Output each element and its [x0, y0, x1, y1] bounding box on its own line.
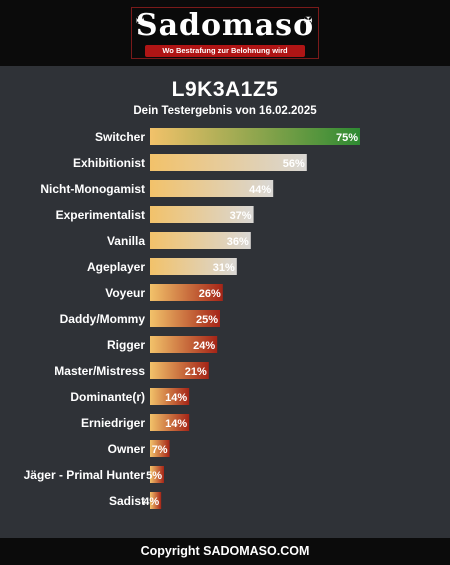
- bar-value-label: 5%: [146, 470, 162, 482]
- category-label: Experimentalist: [56, 208, 145, 222]
- bar: [150, 362, 209, 379]
- logo-text: Sadomaso: [135, 8, 315, 43]
- bar-value-label: 21%: [185, 366, 207, 378]
- bar: [150, 466, 164, 483]
- result-bar-chart: Switcher 75% Exhibitionist 56% Nicht-Monogam…: [24, 128, 360, 509]
- bar-value-label: 24%: [193, 340, 215, 352]
- result-id-title: L9K3A1Z5: [171, 78, 279, 101]
- copyright-text: Copyright SADOMASO.COM: [140, 544, 310, 558]
- header-band: ✠ ✠ Sadomaso Wo Bestrafung zur Belohnung…: [0, 0, 450, 66]
- bar: [150, 414, 190, 431]
- bar-value-label: 44%: [249, 184, 271, 196]
- cross-icon: ✠: [136, 16, 145, 27]
- site-logo[interactable]: ✠ ✠ Sadomaso Wo Bestrafung zur Belohnung…: [131, 7, 319, 59]
- category-label: Jäger - Primal Hunter: [24, 468, 146, 482]
- bar: [150, 206, 254, 223]
- bar: [150, 128, 360, 145]
- bar: [150, 154, 307, 171]
- category-label: Exhibitionist: [73, 156, 145, 170]
- category-label: Switcher: [95, 130, 145, 144]
- bar: [150, 336, 218, 353]
- category-label: Rigger: [107, 338, 145, 352]
- category-label: Dominante(r): [70, 390, 145, 404]
- bar: [150, 258, 237, 275]
- bar-value-label: 36%: [227, 236, 249, 248]
- cross-icon: ✠: [304, 16, 313, 27]
- category-label: Vanilla: [107, 234, 145, 248]
- bar: [150, 284, 223, 301]
- logo-frame: [131, 7, 319, 59]
- bar-value-label: 26%: [199, 288, 221, 300]
- bar: [150, 388, 190, 405]
- bar-value-label: 4%: [143, 496, 159, 508]
- footer: Copyright SADOMASO.COM: [0, 538, 450, 565]
- bar-value-label: 7%: [152, 444, 168, 456]
- bar-value-label: 14%: [165, 392, 187, 404]
- category-label: Erniedriger: [81, 416, 145, 430]
- bar-value-label: 14%: [165, 418, 187, 430]
- bar-value-label: 25%: [196, 314, 218, 326]
- category-label: Master/Mistress: [54, 364, 145, 378]
- category-label: Nicht-Monogamist: [40, 182, 145, 196]
- bar: [150, 492, 162, 509]
- bar: [150, 440, 170, 457]
- logo-tagline: Wo Bestrafung zur Belohnung wird: [145, 45, 305, 57]
- category-label: Ageplayer: [87, 260, 145, 274]
- result-subtitle: Dein Testergebnis von 16.02.2025: [133, 105, 317, 117]
- bar-value-label: 56%: [283, 158, 305, 170]
- category-label: Sadist: [109, 494, 145, 508]
- bar: [150, 310, 220, 327]
- bar-value-label: 75%: [336, 132, 358, 144]
- bar-value-label: 37%: [230, 210, 252, 222]
- category-label: Owner: [108, 442, 146, 456]
- category-label: Daddy/Mommy: [60, 312, 146, 326]
- bar: [150, 180, 274, 197]
- bar-value-label: 31%: [213, 262, 235, 274]
- category-label: Voyeur: [105, 286, 145, 300]
- bar: [150, 232, 251, 249]
